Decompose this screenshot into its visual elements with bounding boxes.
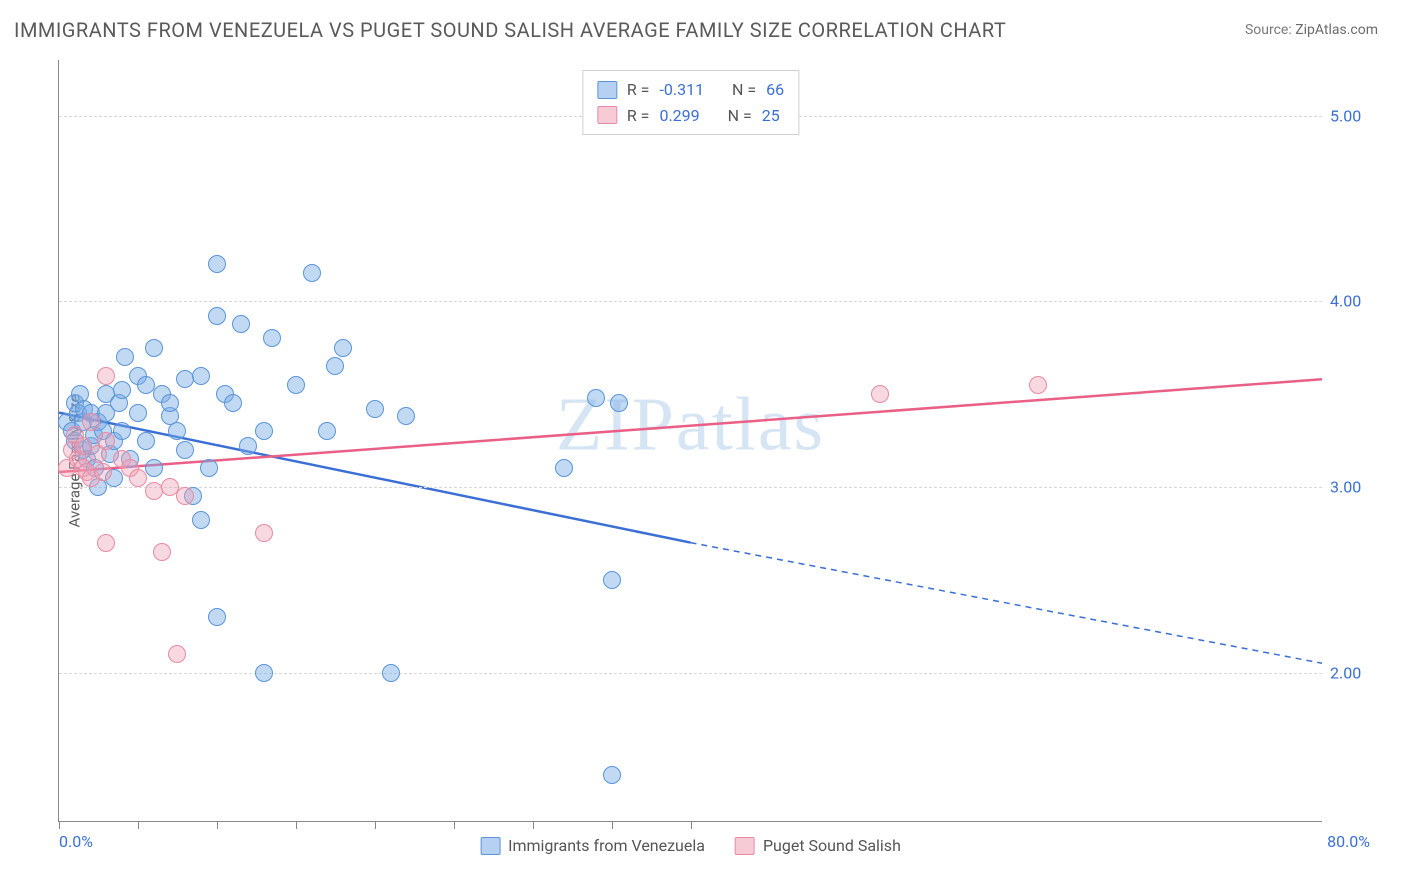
scatter-point-blue <box>116 348 134 366</box>
scatter-point-pink <box>153 543 171 561</box>
scatter-point-blue <box>318 422 336 440</box>
scatter-point-blue <box>287 376 305 394</box>
scatter-point-blue <box>610 394 628 412</box>
scatter-point-blue <box>161 394 179 412</box>
legend-item-blue[interactable]: Immigrants from Venezuela <box>480 836 705 855</box>
scatter-point-blue <box>326 357 344 375</box>
gridline-h <box>59 673 1322 674</box>
scatter-point-blue <box>303 264 321 282</box>
scatter-point-blue <box>587 389 605 407</box>
y-tick-label: 5.00 <box>1330 106 1380 125</box>
scatter-point-pink <box>97 367 115 385</box>
scatter-point-pink <box>1029 376 1047 394</box>
scatter-point-blue <box>555 459 573 477</box>
scatter-point-blue <box>200 459 218 477</box>
scatter-point-pink <box>94 463 112 481</box>
scatter-point-pink <box>82 413 100 431</box>
source-attribution: Source: ZipAtlas.com <box>1245 22 1378 38</box>
x-tick <box>533 821 534 829</box>
y-tick-label: 2.00 <box>1330 663 1380 682</box>
r-value-blue[interactable]: -0.311 <box>659 77 704 103</box>
scatter-point-pink <box>129 469 147 487</box>
series-legend: Immigrants from Venezuela Puget Sound Sa… <box>480 836 901 855</box>
legend-row-pink: R = 0.299 N = 25 <box>597 103 784 129</box>
scatter-point-blue <box>208 608 226 626</box>
x-tick <box>296 821 297 829</box>
scatter-point-blue <box>192 511 210 529</box>
scatter-point-blue <box>168 422 186 440</box>
chart-header: IMMIGRANTS FROM VENEZUELA VS PUGET SOUND… <box>0 0 1406 50</box>
x-tick <box>59 821 60 829</box>
n-label: N = <box>728 103 752 129</box>
scatter-point-pink <box>97 432 115 450</box>
legend-label-blue: Immigrants from Venezuela <box>508 836 705 855</box>
scatter-point-blue <box>113 381 131 399</box>
scatter-point-blue <box>145 459 163 477</box>
scatter-point-pink <box>255 524 273 542</box>
scatter-point-blue <box>129 404 147 422</box>
source-label: Source: <box>1245 22 1292 38</box>
scatter-point-blue <box>382 664 400 682</box>
x-tick <box>375 821 376 829</box>
swatch-pink <box>597 106 617 124</box>
n-label: N = <box>732 77 756 103</box>
scatter-point-blue <box>366 400 384 418</box>
x-axis-max: 80.0% <box>1327 832 1370 851</box>
x-axis-min: 0.0% <box>59 832 93 851</box>
swatch-blue-icon <box>480 837 500 855</box>
x-tick <box>138 821 139 829</box>
scatter-point-pink <box>176 487 194 505</box>
scatter-point-blue <box>224 394 242 412</box>
n-value-blue[interactable]: 66 <box>766 77 784 103</box>
scatter-point-pink <box>871 385 889 403</box>
legend-row-blue: R = -0.311 N = 66 <box>597 77 784 103</box>
scatter-point-pink <box>97 534 115 552</box>
source-link[interactable]: ZipAtlas.com <box>1295 22 1378 38</box>
x-tick <box>612 821 613 829</box>
x-tick <box>454 821 455 829</box>
scatter-point-blue <box>603 571 621 589</box>
scatter-point-blue <box>192 367 210 385</box>
y-tick-label: 3.00 <box>1330 477 1380 496</box>
swatch-blue <box>597 81 617 99</box>
r-value-pink[interactable]: 0.299 <box>659 103 699 129</box>
scatter-point-blue <box>255 664 273 682</box>
r-label: R = <box>627 103 650 129</box>
x-tick <box>217 821 218 829</box>
r-label: R = <box>627 77 650 103</box>
gridline-h <box>59 487 1322 488</box>
scatter-point-pink <box>168 645 186 663</box>
scatter-point-blue <box>334 339 352 357</box>
y-tick-label: 4.00 <box>1330 292 1380 311</box>
scatter-point-blue <box>137 432 155 450</box>
n-value-pink[interactable]: 25 <box>762 103 780 129</box>
x-tick <box>691 821 692 829</box>
scatter-point-blue <box>145 339 163 357</box>
legend-item-pink[interactable]: Puget Sound Salish <box>735 836 901 855</box>
scatter-point-blue <box>208 307 226 325</box>
scatter-point-blue <box>239 437 257 455</box>
scatter-point-blue <box>255 422 273 440</box>
chart-area: Average Family Size ZIPatlas R = -0.311 … <box>14 50 1392 872</box>
correlation-legend: R = -0.311 N = 66 R = 0.299 N = 25 <box>582 70 799 135</box>
chart-title: IMMIGRANTS FROM VENEZUELA VS PUGET SOUND… <box>14 18 1006 42</box>
scatter-point-blue <box>176 441 194 459</box>
swatch-pink-icon <box>735 837 755 855</box>
scatter-point-blue <box>603 766 621 784</box>
plot-region: ZIPatlas R = -0.311 N = 66 R = 0.299 N =… <box>58 60 1322 822</box>
gridline-h <box>59 301 1322 302</box>
legend-label-pink: Puget Sound Salish <box>763 836 901 855</box>
scatter-point-blue <box>113 422 131 440</box>
scatter-point-blue <box>397 407 415 425</box>
scatter-point-blue <box>263 329 281 347</box>
scatter-point-blue <box>208 255 226 273</box>
scatter-point-blue <box>232 315 250 333</box>
